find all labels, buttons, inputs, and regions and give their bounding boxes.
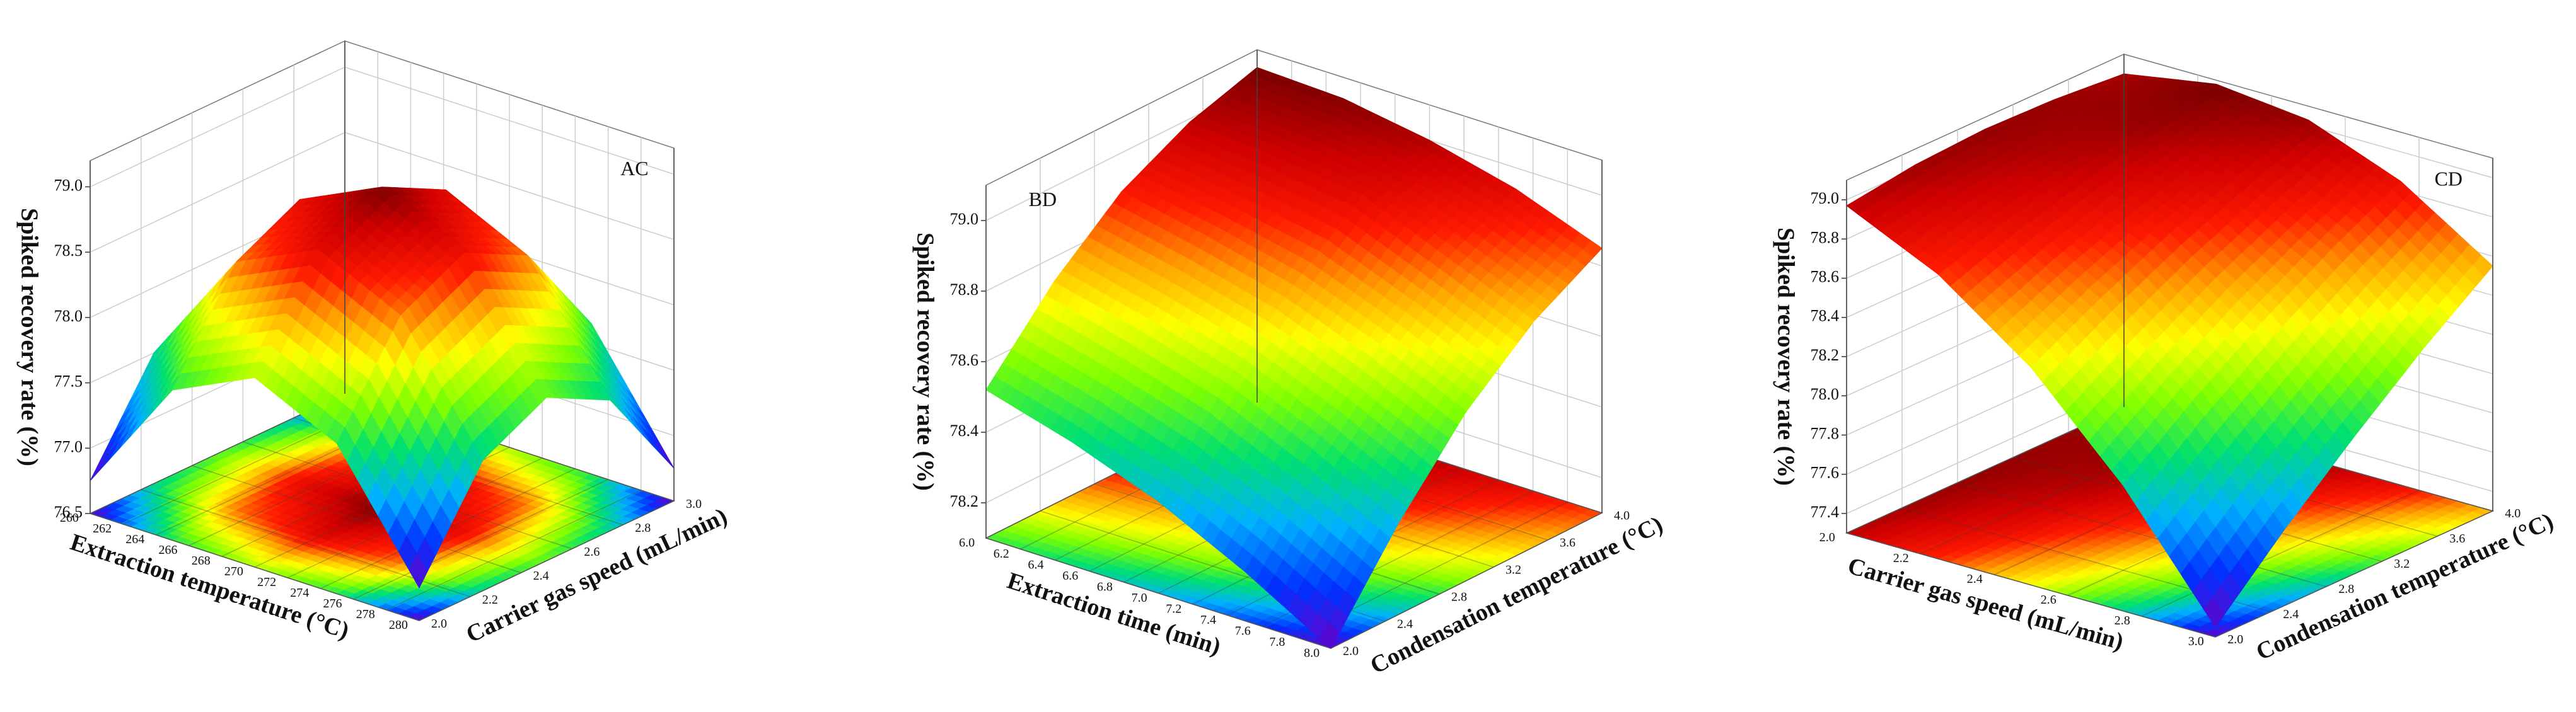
y-tick-label: 2.8 <box>1451 590 1467 604</box>
y-tick-label: 2.0 <box>1343 645 1359 658</box>
grid-line <box>386 490 642 611</box>
y-tick-label: 2.0 <box>431 617 447 631</box>
z-tick-label: 79.0 <box>1811 189 1840 207</box>
z-tick-label: 77.8 <box>1811 424 1840 442</box>
panel: 77.477.677.878.078.278.478.678.879.02.02… <box>1772 53 2558 665</box>
y-tick-label: 2.4 <box>533 569 549 583</box>
x-tick-label: 268 <box>192 554 211 568</box>
x-tick-label: 280 <box>389 618 408 632</box>
y-tick-label: 3.2 <box>1506 563 1521 577</box>
z-axis-title: Spiked recovery rate (%) <box>16 208 42 466</box>
z-tick-label: 77.4 <box>1811 503 1840 521</box>
panel: 78.2 78.4 78.6 78.8 79.0 6.0 6.2 6.4 6.6 6.8 7.0 7.… <box>912 49 1667 679</box>
x-tick-label: 7.6 <box>1235 624 1251 638</box>
z-tick-label: 78.4 <box>950 422 979 440</box>
z-axis-title: Spiked recovery rate (%) <box>912 233 938 491</box>
x-tick-label: 274 <box>290 586 309 600</box>
z-tick-label: 77.0 <box>54 437 83 456</box>
z-tick-label: 78.2 <box>950 492 979 510</box>
z-tick-label: 79.0 <box>54 176 83 194</box>
z-tick-label: 77.6 <box>1811 464 1840 482</box>
x-tick-label: 6.4 <box>1028 558 1044 572</box>
x-tick-label: 7.8 <box>1269 635 1285 649</box>
x-tick-label: 7.0 <box>1132 591 1147 605</box>
z-tick-label: 79.0 <box>950 210 979 228</box>
z-tick-label: 78.8 <box>1811 228 1840 246</box>
x-tick-label: 270 <box>224 565 243 578</box>
z-tick-label: 78.2 <box>1811 346 1840 364</box>
y-tick-label: 2.4 <box>1397 617 1413 631</box>
y-tick-label: 2.2 <box>482 593 498 607</box>
x-tick-label: 278 <box>356 607 375 621</box>
panel-label: BD <box>1029 188 1057 210</box>
y-tick-label: 2.6 <box>584 545 600 559</box>
x-tick-label: 6.2 <box>994 547 1009 561</box>
z-tick-label: 77.5 <box>54 372 83 391</box>
z-tick-label: 78.0 <box>54 307 83 325</box>
grid-line <box>192 465 521 573</box>
x-tick-label: 7.4 <box>1200 613 1216 627</box>
x-tick-label: 260 <box>60 511 79 525</box>
z-tick-label: 78.6 <box>1811 268 1840 286</box>
x-tick-label: 7.2 <box>1166 602 1181 616</box>
panel: 76.5 77.0 77.5 78.0 78.5 79.0 260 262 264 266 268 2… <box>16 40 731 648</box>
y-tick-label: 3.6 <box>1560 536 1575 550</box>
x-tick-label: 266 <box>159 543 178 557</box>
x-tick-label: 264 <box>125 532 144 546</box>
z-tick-label: 78.0 <box>1811 385 1840 403</box>
x-tick-label: 276 <box>323 597 342 611</box>
x-tick-label: 6.0 <box>959 536 975 550</box>
z-tick-label: 78.6 <box>950 351 979 369</box>
panel-label: AC <box>620 157 648 180</box>
y-tick-label: 2.8 <box>635 521 651 535</box>
z-tick-label: 78.8 <box>950 280 979 299</box>
grid-line <box>353 479 608 600</box>
z-tick-label: 76.5 <box>54 503 83 521</box>
x-tick-label: 272 <box>257 575 276 589</box>
x-tick-label: 262 <box>93 522 112 536</box>
x-tick-label: 6.8 <box>1097 580 1113 594</box>
z-tick-label: 78.4 <box>1811 307 1840 325</box>
x-tick-label: 6.6 <box>1062 569 1078 583</box>
z-tick-label: 78.5 <box>54 241 83 260</box>
y-tick-label: 4.0 <box>1614 509 1630 523</box>
x-tick-label: 8.0 <box>1304 646 1320 660</box>
y-tick-label: 3.0 <box>686 497 702 511</box>
